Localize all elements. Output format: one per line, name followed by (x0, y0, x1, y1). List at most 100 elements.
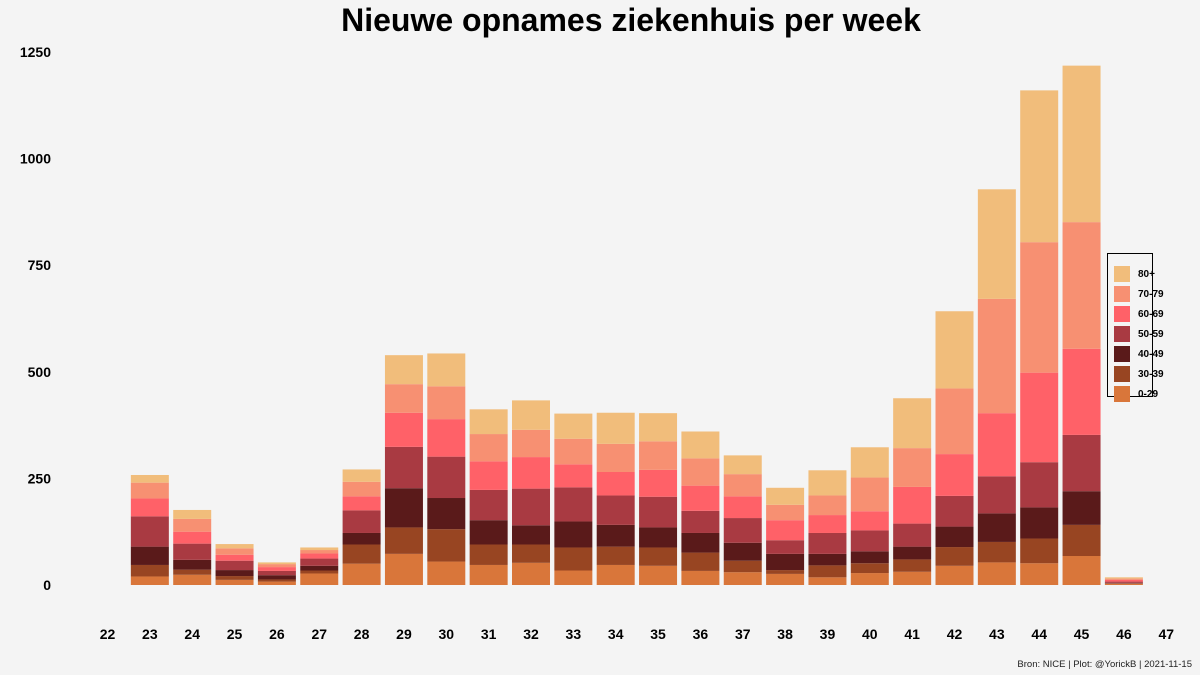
bar-segment-40-49 (977, 513, 1016, 542)
bar-segment-50-59 (300, 558, 339, 566)
bar-segment-40-49 (1020, 507, 1059, 539)
bar-segment-0-29 (977, 562, 1016, 585)
bar-stack-week-31 (469, 409, 508, 585)
y-tick-label: 1250 (20, 44, 51, 60)
bar-segment-60-69 (384, 412, 423, 447)
bar-segment-60-69 (850, 511, 889, 531)
x-tick-label: 32 (523, 626, 539, 642)
x-tick-label: 45 (1074, 626, 1090, 642)
bar-stack-week-26 (257, 562, 296, 585)
x-tick-label: 28 (354, 626, 370, 642)
x-tick-label: 40 (862, 626, 878, 642)
bar-segment-0-29 (639, 565, 678, 585)
legend-item: 60-69 (1114, 304, 1164, 324)
legend-swatch (1114, 286, 1130, 302)
x-tick-label: 42 (947, 626, 963, 642)
bar-segment-0-29 (1062, 556, 1101, 585)
bar-segment-0-29 (766, 573, 805, 585)
bar-segment-40-49 (173, 559, 212, 570)
bar-segment-50-59 (1062, 434, 1101, 492)
bar-segment-40-49 (342, 532, 381, 545)
bar-segment-80+ (300, 547, 339, 551)
bar-segment-50-59 (130, 516, 169, 547)
bar-stack-week-27 (300, 547, 339, 585)
bar-segment-50-59 (384, 446, 423, 489)
bar-segment-70-79 (596, 443, 635, 473)
bar-segment-80+ (766, 487, 805, 505)
bar-segment-60-69 (512, 457, 550, 489)
legend-item: 40-49 (1114, 344, 1164, 364)
x-tick-label: 30 (439, 626, 455, 642)
bar-stack-week-39 (808, 470, 847, 585)
x-tick-label: 36 (693, 626, 709, 642)
bar-segment-80+ (639, 413, 678, 442)
bar-stack-week-29 (384, 355, 423, 585)
bar-segment-50-59 (469, 489, 508, 521)
bar-segment-30-39 (850, 563, 889, 574)
bar-segment-30-39 (1062, 524, 1101, 557)
bar-segment-60-69 (1062, 348, 1101, 435)
bar-segment-0-29 (342, 563, 381, 585)
bar-stack-week-35 (639, 413, 678, 585)
bar-stack-week-43 (977, 189, 1016, 585)
bar-stacks (130, 65, 1143, 585)
bar-segment-50-59 (257, 570, 296, 576)
x-tick-label: 23 (142, 626, 158, 642)
bar-segment-60-69 (300, 553, 339, 559)
bar-segment-80+ (977, 189, 1016, 299)
bar-segment-0-29 (681, 570, 720, 585)
bar-stack-week-41 (893, 398, 932, 585)
bar-segment-50-59 (554, 487, 593, 522)
bar-segment-0-29 (173, 574, 212, 585)
y-tick-label: 1000 (20, 151, 51, 167)
legend-label: 0-29 (1138, 388, 1159, 400)
bar-segment-40-49 (596, 524, 635, 547)
y-tick-label: 250 (28, 470, 52, 486)
x-tick-label: 46 (1116, 626, 1132, 642)
bar-segment-70-79 (1104, 578, 1143, 580)
bar-segment-0-29 (893, 571, 932, 585)
bar-segment-60-69 (681, 485, 720, 511)
bar-segment-30-39 (935, 547, 974, 566)
legend-item: 70-79 (1114, 284, 1164, 304)
bar-segment-80+ (173, 509, 212, 519)
legend-label: 50-59 (1138, 328, 1164, 340)
bar-segment-70-79 (384, 384, 423, 413)
legend-item: 0-29 (1114, 384, 1158, 404)
bar-segment-40-49 (1062, 491, 1101, 525)
bar-segment-30-39 (384, 527, 423, 554)
bar-segment-70-79 (257, 564, 296, 568)
bar-segment-30-39 (893, 559, 932, 572)
bar-segment-40-49 (215, 570, 254, 577)
bar-segment-50-59 (342, 510, 381, 533)
bar-segment-0-29 (850, 573, 889, 585)
bar-segment-60-69 (639, 469, 678, 497)
bar-segment-80+ (384, 355, 423, 385)
bar-segment-40-49 (257, 575, 296, 580)
bar-segment-30-39 (808, 565, 847, 578)
bar-stack-week-34 (596, 412, 635, 585)
x-tick-label: 22 (100, 626, 116, 642)
bar-segment-70-79 (850, 477, 889, 512)
bar-segment-60-69 (173, 531, 212, 544)
bar-segment-0-29 (512, 562, 550, 585)
bar-segment-50-59 (808, 532, 847, 554)
x-tick-label: 34 (608, 626, 624, 642)
bar-segment-30-39 (977, 541, 1016, 563)
legend-swatch (1114, 326, 1130, 342)
legend-swatch (1114, 306, 1130, 322)
bar-segment-0-29 (427, 561, 466, 585)
bar-segment-0-29 (596, 564, 635, 585)
bar-stack-week-40 (850, 447, 889, 585)
bar-segment-60-69 (977, 413, 1016, 477)
x-tick-label: 37 (735, 626, 751, 642)
bar-segment-80+ (215, 544, 254, 549)
bar-segment-40-49 (512, 525, 550, 545)
bar-stack-week-33 (554, 413, 593, 585)
bar-stack-week-32 (512, 400, 550, 585)
bar-stack-week-23 (130, 474, 169, 585)
legend-item: 80+ (1114, 264, 1155, 284)
bar-segment-60-69 (215, 554, 254, 561)
x-tick-label: 26 (269, 626, 285, 642)
